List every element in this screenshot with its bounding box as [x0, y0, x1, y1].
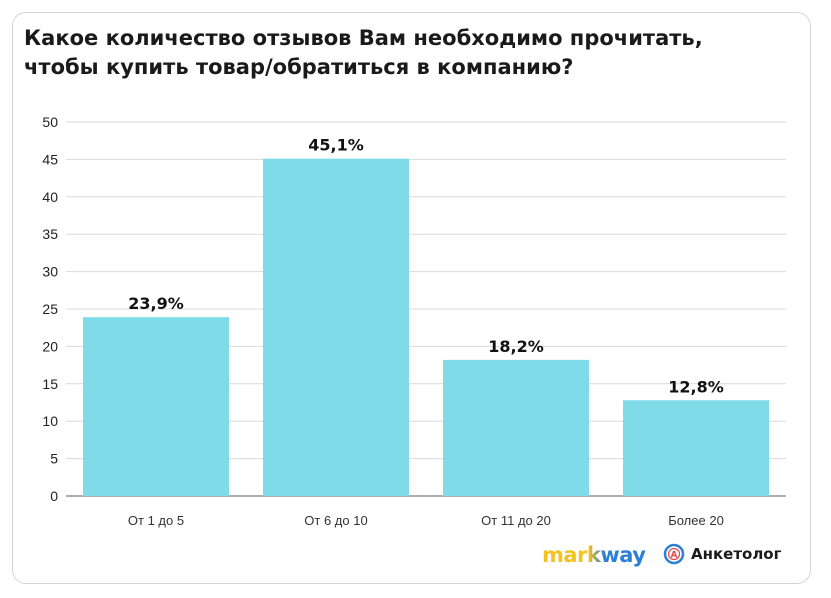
y-tick-label: 25: [42, 301, 58, 317]
data-label: 23,9%: [128, 294, 184, 313]
x-tick-label: От 11 до 20: [481, 513, 551, 528]
data-label: 12,8%: [668, 377, 724, 396]
y-tick-label: 40: [42, 189, 58, 205]
y-tick-label: 10: [42, 413, 58, 429]
anketolog-logo: A Анкетолог: [663, 543, 781, 565]
data-label: 45,1%: [308, 136, 364, 155]
data-labels: 23,9% 45,1% 18,2% 12,8%: [128, 136, 724, 397]
bar: [263, 158, 409, 497]
x-tick-label: От 1 до 5: [128, 513, 184, 528]
anketolog-wordmark: Анкетолог: [691, 545, 782, 563]
y-tick-label: 45: [42, 151, 58, 167]
y-tick-label: 50: [42, 114, 58, 130]
chart-title: Какое количество отзывов Вам необходимо …: [24, 26, 703, 79]
y-tick-label: 35: [42, 226, 58, 242]
y-tick-label: 20: [42, 338, 58, 354]
data-label: 18,2%: [488, 337, 544, 356]
svg-text:A: A: [671, 551, 678, 561]
y-tick-label: 0: [50, 488, 58, 504]
bars: [83, 158, 769, 497]
anketolog-icon: A: [663, 543, 685, 565]
y-tick-label: 15: [42, 376, 58, 392]
y-tick-label: 5: [50, 451, 58, 467]
y-tick-label: 30: [42, 264, 58, 280]
y-axis-ticks: 0 5 10 15 20 25 30 35 40 45 50: [42, 114, 58, 504]
bar: [623, 400, 769, 496]
x-axis-ticks: От 1 до 5 От 6 до 10 От 11 до 20 Более 20: [128, 513, 724, 528]
bar: [83, 317, 229, 496]
markway-logo: markway: [542, 543, 646, 567]
x-tick-label: Более 20: [668, 513, 724, 528]
x-tick-label: От 6 до 10: [304, 513, 367, 528]
bar: [443, 359, 589, 496]
